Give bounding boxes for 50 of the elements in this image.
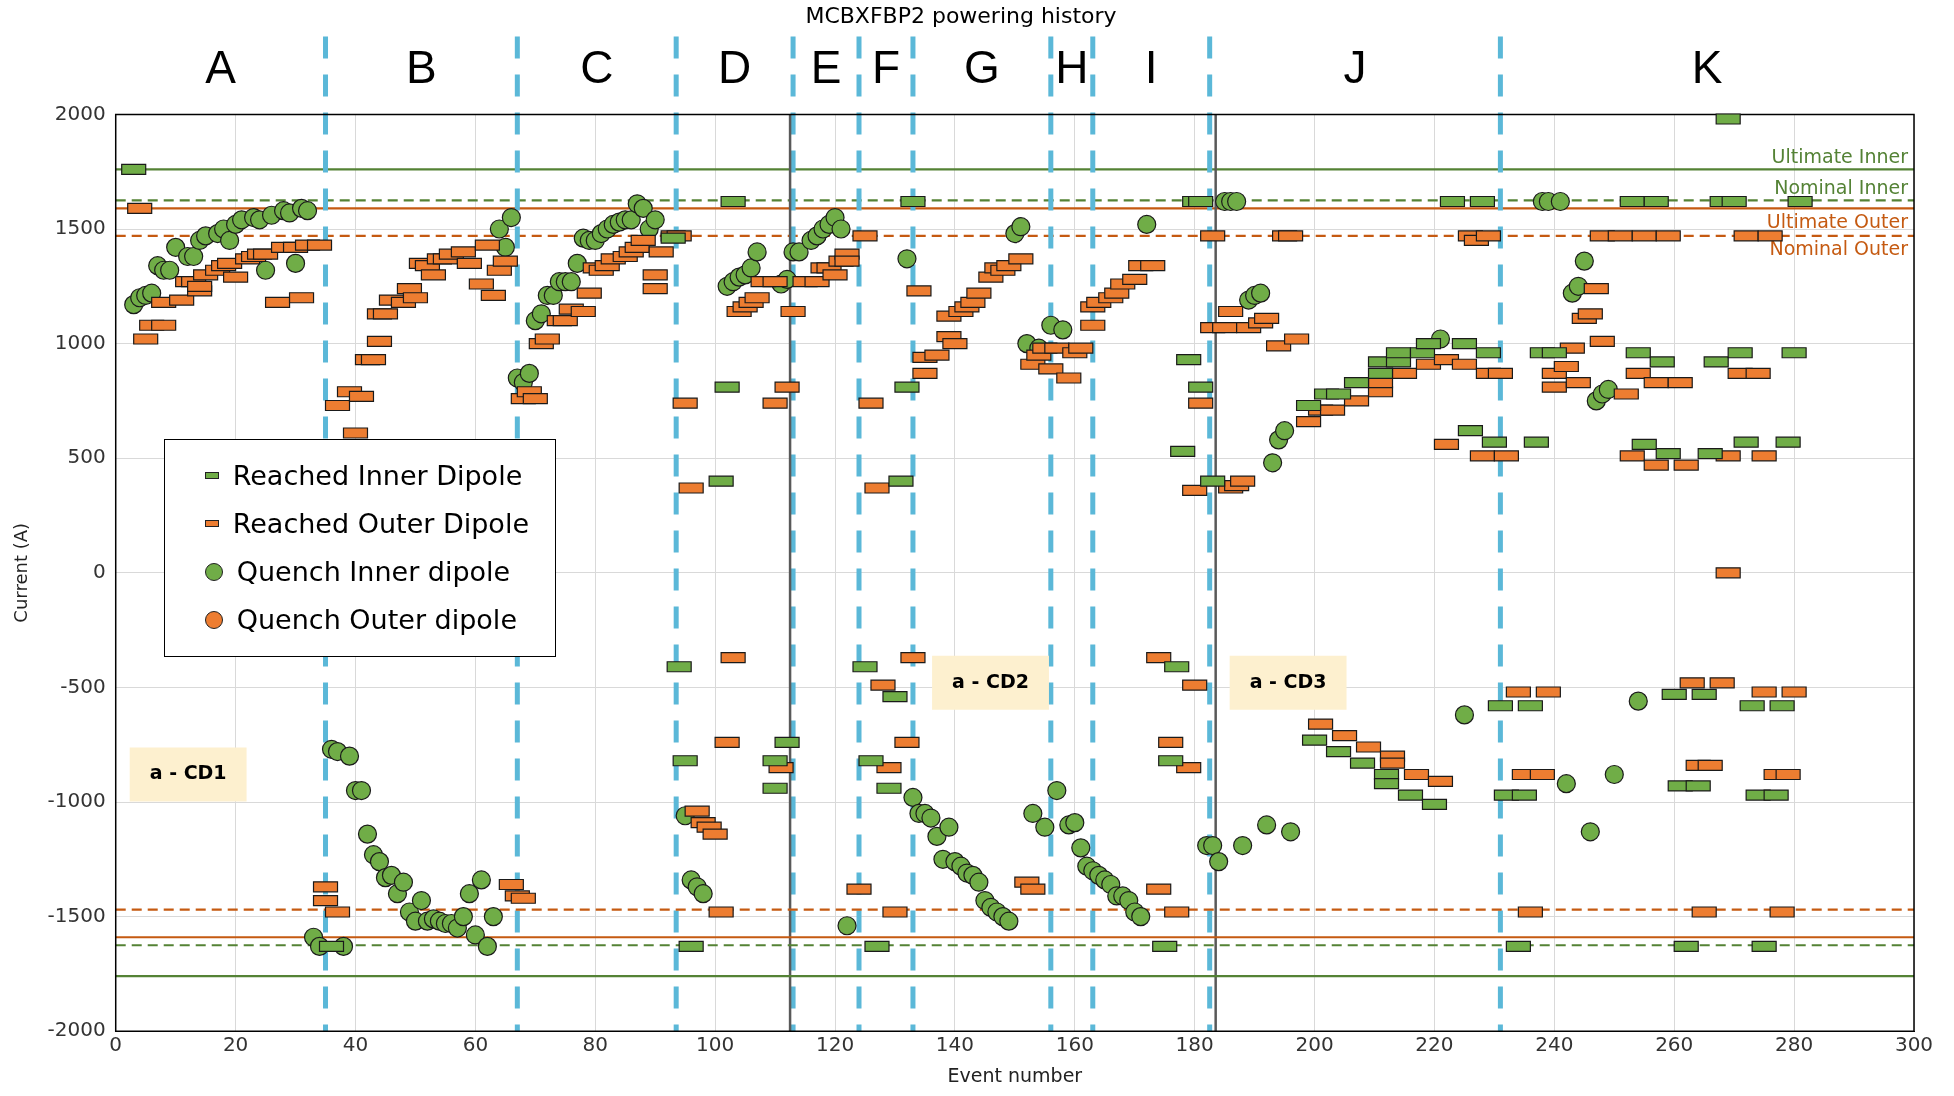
y-axis-title: Current (A) xyxy=(10,522,32,623)
x-tick-label: 60 xyxy=(462,1032,489,1057)
ref-line-label: Nominal Outer xyxy=(1769,237,1909,260)
x-tick-label: 300 xyxy=(1894,1032,1934,1057)
x-tick-label: 280 xyxy=(1775,1032,1814,1057)
x-tick-label: 120 xyxy=(815,1032,855,1057)
y-tick-label: 1500 xyxy=(54,215,106,240)
legend-label: Reached Inner Dipole xyxy=(232,460,523,492)
x-tick-label: 20 xyxy=(222,1032,249,1057)
x-tick-label: 200 xyxy=(1295,1032,1334,1057)
x-axis-title: Event number xyxy=(947,1063,1083,1086)
x-tick-label: 140 xyxy=(935,1032,975,1057)
text: D xyxy=(718,41,752,94)
legend-label: Quench Inner dipole xyxy=(236,556,511,588)
y-tick-label: 500 xyxy=(67,444,106,469)
x-tick-label: 260 xyxy=(1655,1032,1694,1057)
text: E xyxy=(810,41,842,94)
y-tick-label: -500 xyxy=(60,673,106,698)
y-tick-label: 2000 xyxy=(54,100,106,125)
legend-label: Reached Outer Dipole xyxy=(232,508,530,540)
y-tick-label: 1000 xyxy=(54,329,106,354)
x-tick-label: 180 xyxy=(1175,1032,1214,1057)
y-tick-label: -1500 xyxy=(47,902,106,927)
x-tick-label: 100 xyxy=(696,1032,735,1057)
ref-line-label: Nominal Inner xyxy=(1774,175,1909,198)
x-tick-label: 160 xyxy=(1055,1032,1094,1057)
x-tick-label: 220 xyxy=(1415,1032,1454,1057)
text: B xyxy=(406,41,437,94)
chart-title: MCBXFBP2 powering history xyxy=(805,2,1117,28)
text: F xyxy=(871,41,901,94)
ref-line-label: Ultimate Outer xyxy=(1766,209,1909,232)
annotation: a - CD3 xyxy=(1249,669,1327,692)
text: I xyxy=(1144,41,1158,94)
text: A xyxy=(205,41,237,94)
y-tick-label: 0 xyxy=(92,559,106,583)
text: C xyxy=(580,41,614,94)
legend-label: Quench Outer dipole xyxy=(236,604,517,636)
x-tick-label: 80 xyxy=(582,1032,608,1057)
text: J xyxy=(1343,41,1367,94)
x-tick-label: 0 xyxy=(109,1032,123,1057)
text: G xyxy=(964,41,1000,94)
text: H xyxy=(1055,41,1089,94)
x-tick-label: 240 xyxy=(1535,1032,1574,1057)
ref-line-label: Ultimate Inner xyxy=(1771,144,1909,167)
y-tick-label: -2000 xyxy=(47,1017,106,1042)
text: K xyxy=(1691,41,1723,94)
y-tick-label: -1000 xyxy=(47,788,106,813)
annotation: a - CD1 xyxy=(149,761,227,784)
x-tick-label: 40 xyxy=(342,1032,369,1057)
annotation: a - CD2 xyxy=(952,669,1029,692)
